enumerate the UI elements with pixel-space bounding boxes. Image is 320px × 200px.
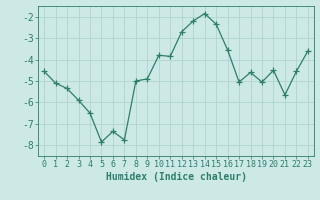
- X-axis label: Humidex (Indice chaleur): Humidex (Indice chaleur): [106, 172, 246, 182]
